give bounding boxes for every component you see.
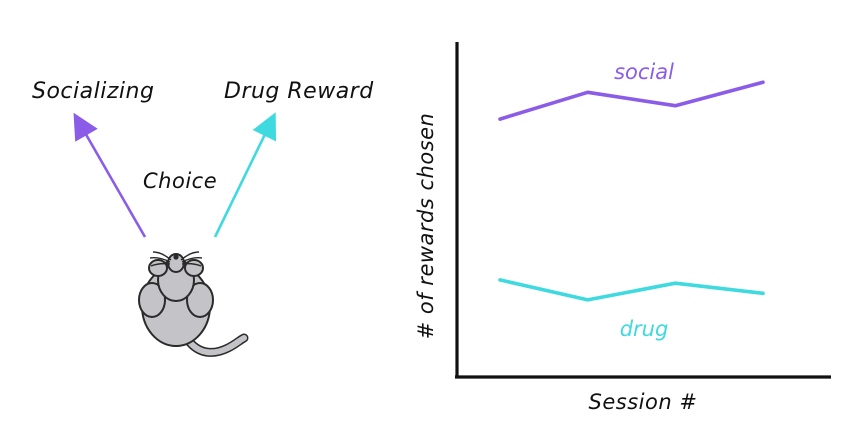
arrow-to-drug-reward xyxy=(213,112,276,238)
line-chart: # of rewards chosen Session # social dru… xyxy=(414,42,831,414)
choice-label: Choice xyxy=(143,169,217,193)
series-label-social: social xyxy=(614,60,674,84)
series-line-social xyxy=(498,80,765,121)
option-drug-reward-label: Drug Reward xyxy=(224,79,374,104)
arrow-to-socializing xyxy=(73,112,147,238)
mouse-icon xyxy=(138,251,249,357)
y-axis-label: # of rewards chosen xyxy=(414,113,438,340)
series-line-drug xyxy=(498,278,765,302)
x-axis-label: Session # xyxy=(589,390,698,414)
choice-diagram: Socializing Drug Reward Choice xyxy=(32,79,374,357)
series-label-drug: drug xyxy=(620,317,669,341)
option-socializing-label: Socializing xyxy=(32,79,154,104)
